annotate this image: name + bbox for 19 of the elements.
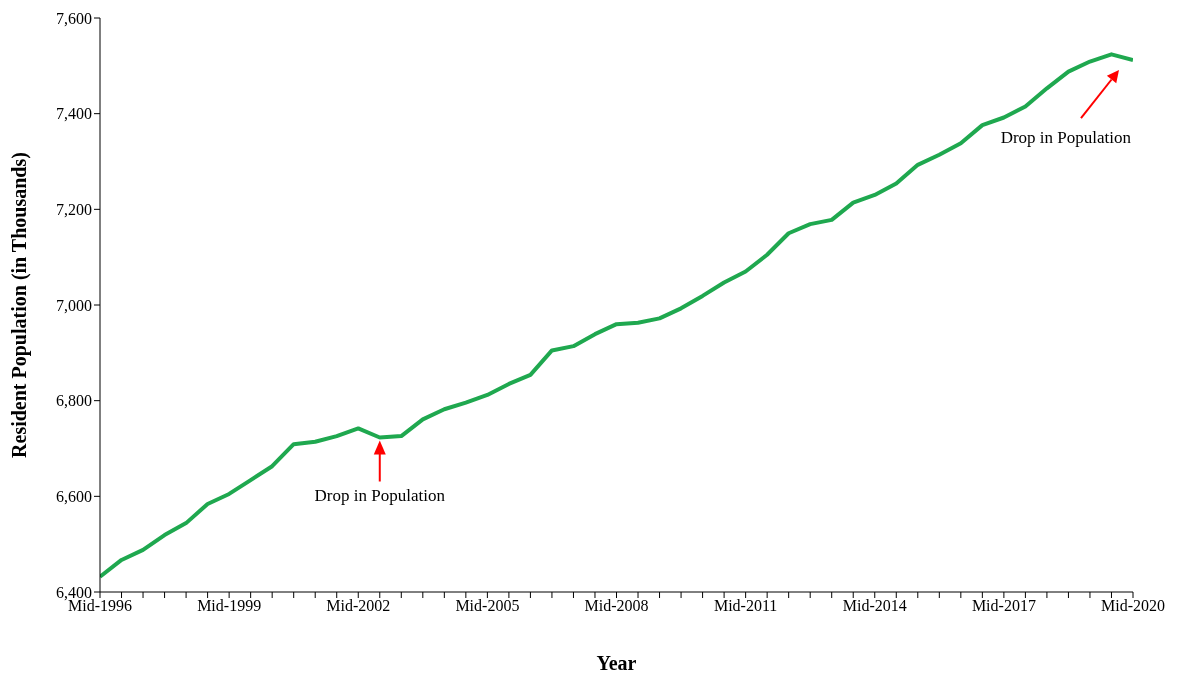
x-tick-label: Mid-2017	[971, 597, 1036, 615]
x-tick-label: Mid-2002	[326, 597, 391, 615]
line-series	[100, 52, 1133, 579]
x-tick-label: Mid-2020	[1101, 597, 1165, 615]
y-tick-label: 7,600	[56, 9, 92, 27]
annotation: Drop in Population	[1000, 128, 1132, 148]
y-tick-label: 7,200	[56, 201, 92, 219]
y-tick-label: 6,800	[56, 392, 92, 410]
x-tick-label: Mid-2011	[713, 597, 778, 615]
y-tick-label: 6,600	[56, 488, 92, 506]
x-tick-label: Mid-2008	[584, 597, 649, 615]
y-tick-label: 7,400	[56, 105, 92, 123]
x-tick-label: Mid-2005	[455, 597, 520, 615]
annotation: Drop in Population	[314, 486, 446, 506]
y-tick-label: 7,000	[56, 296, 92, 314]
x-tick-label: Mid-2014	[842, 597, 907, 615]
x-tick-label: Mid-1999	[197, 597, 262, 615]
x-axis-title: Year	[596, 652, 637, 674]
y-axis-title: Resident Population (in Thousands)	[8, 152, 31, 458]
